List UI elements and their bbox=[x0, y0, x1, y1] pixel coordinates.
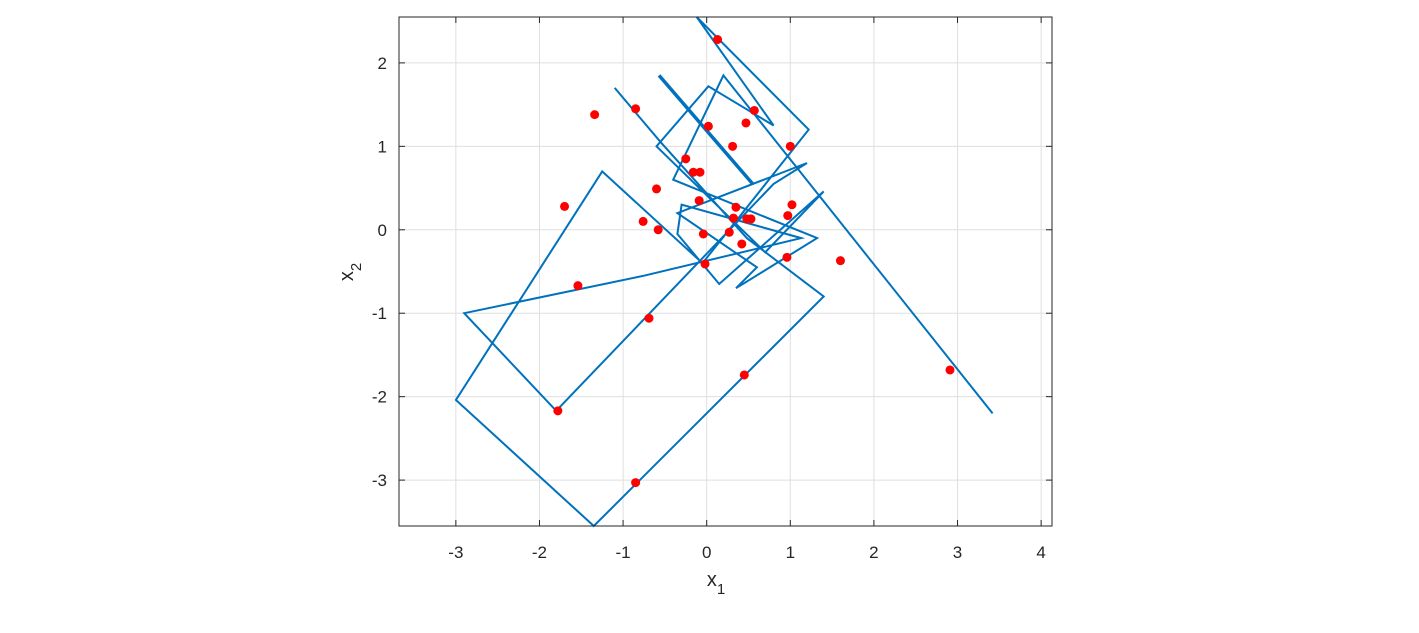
y-tick-labels: -3 -2 -1 0 1 2 bbox=[372, 54, 387, 490]
x-tick-label: 3 bbox=[953, 543, 962, 562]
data-point bbox=[553, 406, 563, 416]
y-tick-label: 2 bbox=[378, 54, 387, 73]
data-point bbox=[746, 214, 756, 224]
data-point bbox=[739, 370, 749, 380]
data-point bbox=[694, 196, 704, 206]
data-point bbox=[785, 141, 795, 151]
data-point bbox=[713, 35, 723, 45]
data-point bbox=[688, 167, 698, 177]
data-point bbox=[724, 227, 734, 237]
data-point bbox=[731, 202, 741, 212]
x-tick-label: 0 bbox=[702, 543, 711, 562]
data-point bbox=[590, 110, 600, 120]
x-tick-label: 4 bbox=[1036, 543, 1045, 562]
x-tick-label: -1 bbox=[616, 543, 631, 562]
data-point bbox=[782, 252, 792, 262]
data-point bbox=[560, 201, 570, 211]
data-point bbox=[703, 121, 713, 131]
data-point bbox=[787, 200, 797, 210]
data-point bbox=[700, 259, 710, 269]
data-point bbox=[681, 154, 691, 164]
x-tick-labels: -3 -2 -1 0 1 2 3 4 bbox=[448, 543, 1046, 562]
data-point bbox=[698, 229, 708, 239]
x-tick-label: -3 bbox=[448, 543, 463, 562]
data-point bbox=[695, 167, 705, 177]
axis-ticks bbox=[399, 17, 1052, 526]
data-point bbox=[644, 313, 654, 323]
data-point bbox=[728, 141, 738, 151]
axes-box bbox=[398, 16, 1053, 527]
y-tick-label: -1 bbox=[372, 304, 387, 323]
data-point bbox=[653, 225, 663, 235]
data-point bbox=[631, 104, 641, 114]
data-point bbox=[631, 478, 641, 488]
data-point bbox=[783, 211, 793, 221]
y-tick-label: -2 bbox=[372, 388, 387, 407]
data-point bbox=[728, 213, 738, 223]
data-point bbox=[741, 118, 751, 128]
x-tick-label: 1 bbox=[786, 543, 795, 562]
data-point bbox=[652, 184, 662, 194]
data-point bbox=[573, 281, 583, 291]
data-point bbox=[945, 365, 955, 375]
data-point bbox=[638, 216, 648, 226]
x-tick-label: 2 bbox=[869, 543, 878, 562]
data-point bbox=[749, 105, 759, 115]
y-tick-label: 0 bbox=[378, 221, 387, 240]
y-axis-label: x2 bbox=[336, 263, 365, 281]
x-tick-label: -2 bbox=[532, 543, 547, 562]
y-tick-label: 1 bbox=[378, 137, 387, 156]
plot-area bbox=[399, 17, 1052, 526]
data-point bbox=[737, 239, 747, 249]
evaluated-points bbox=[553, 35, 955, 488]
x-axis-label: x1 bbox=[707, 569, 725, 598]
search-path bbox=[454, 16, 994, 528]
data-point bbox=[835, 256, 845, 266]
y-tick-label: -3 bbox=[372, 471, 387, 490]
